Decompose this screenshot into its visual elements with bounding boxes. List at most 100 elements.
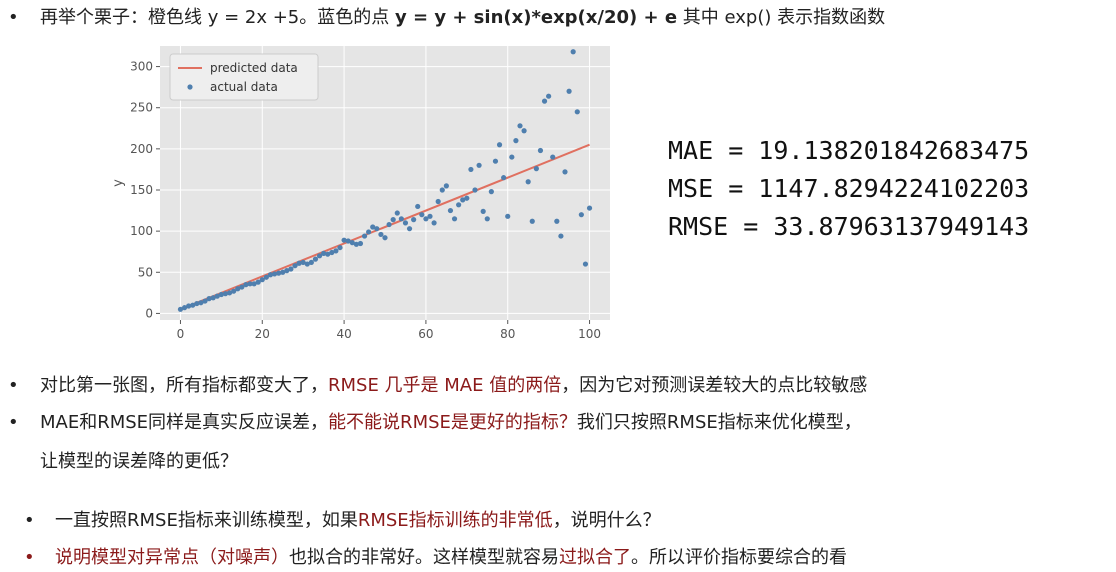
data-point [239,284,245,290]
data-point [456,202,462,208]
x-tick-label: 80 [500,327,515,341]
data-point [435,198,441,205]
data-point [415,203,421,210]
data-point [255,279,261,285]
data-point [480,208,486,214]
data-point [284,268,290,274]
metrics-panel: MAE = 19.138201842683475 MSE = 1147.82942… [668,132,1029,246]
data-point [464,195,470,201]
data-point [554,218,560,224]
data-point [501,175,507,181]
x-tick-label: 20 [255,327,270,341]
data-point [537,147,544,154]
y-tick-label: 0 [145,306,153,320]
bullet-1: 对比第一张图，所有指标都变大了，RMSE 几乎是 MAE 值的两倍，因为它对预测… [40,373,867,399]
data-point [186,303,192,309]
data-point [533,166,539,172]
data-point [382,235,388,241]
bullet-4-highlight: 说明模型对异常点（对噪声） [55,547,289,568]
intro-text-2: 其中 exp() 表示指数函数 [677,7,886,28]
y-tick-label: 50 [138,265,153,279]
data-point [194,300,200,307]
data-point [386,221,392,228]
data-point [517,123,523,129]
data-point [190,302,196,308]
x-tick-label: 100 [578,327,601,341]
data-point [541,98,548,104]
y-axis-label: y [111,179,126,187]
x-tick-label: 40 [336,327,351,341]
data-point [582,261,589,267]
data-point [210,295,216,301]
data-point [505,213,511,219]
data-point [492,158,499,164]
data-point [496,142,503,148]
intro-formula: y = y + sin(x)*exp(x/20) + e [394,7,678,28]
data-point [316,253,323,259]
bullet-marker: • [8,412,19,433]
legend-box [169,53,319,101]
data-point [451,216,458,222]
data-point [325,251,331,257]
data-point [423,216,429,222]
data-point [259,277,265,283]
bullet-4-text: 也拟合的非常好。这样模型就容易 [289,547,559,568]
data-point [235,286,241,292]
data-point [247,281,253,287]
data-point [345,238,351,244]
x-tick-label: 60 [418,327,433,341]
legend-point-swatch [187,84,193,90]
data-point [566,88,572,94]
data-point [304,261,310,267]
data-point [300,259,306,266]
data-point [231,288,237,294]
y-tick-label: 100 [130,224,153,238]
legend-label-actual: actual data [210,80,278,94]
data-point [333,248,339,254]
data-point [411,217,417,223]
bullet-2-text: MAE和RMSE同样是真实反应误差， [40,412,329,433]
data-point [198,300,204,306]
data-point [509,154,515,160]
data-point [321,250,327,256]
data-point [484,216,490,222]
data-point [361,233,368,239]
data-point [546,93,552,99]
data-point [513,138,519,144]
bullet-2: MAE和RMSE同样是真实反应误差，能不能说RMSE是更好的指标？我们只按照RM… [40,410,862,436]
bullet-3-text-2: ，说明什么？ [552,510,661,531]
bullet-1-text: 对比第一张图，所有指标都变大了， [40,375,328,396]
data-point [366,229,372,235]
data-point [578,212,584,218]
scatter-chart: 0 20 40 60 80 100 0 50 100 150 200 250 300 y predicted… [111,46,610,341]
bullet-2-line-2: 让模型的误差降的更低？ [40,451,238,472]
data-point [222,291,229,297]
data-point [296,260,302,266]
data-point [276,270,282,276]
bullet-2-text-2: 我们只按照RMSE指标来优化模型， [576,412,862,433]
metric-mse: MSE = 1147.8294224102203 [668,174,1030,203]
data-point [439,187,445,193]
data-point [288,266,294,272]
data-point [271,271,278,277]
data-point [586,205,593,211]
metric-rmse: RMSE = 33.87963137949143 [668,212,1030,241]
bullet-marker: • [8,7,19,28]
intro-text: 再举个栗子：橙色线 y = 2x +5。蓝色的点 [40,7,395,28]
data-point [337,244,343,251]
data-point [308,259,314,266]
bullet-marker: • [8,375,19,396]
data-point [206,296,212,302]
data-point [488,189,494,195]
bullet-1-highlight: RMSE 几乎是 MAE 值的两倍 [328,375,562,396]
data-point [341,237,347,243]
y-tick-label: 250 [130,101,153,115]
x-tick-label: 0 [177,327,185,341]
data-point [570,49,576,55]
bullet-2-highlight: 能不能说RMSE是更好的指标？ [328,412,577,433]
data-point [251,281,257,287]
data-point [402,220,409,226]
data-point [263,274,269,280]
data-point [267,272,274,278]
data-point [398,216,404,222]
